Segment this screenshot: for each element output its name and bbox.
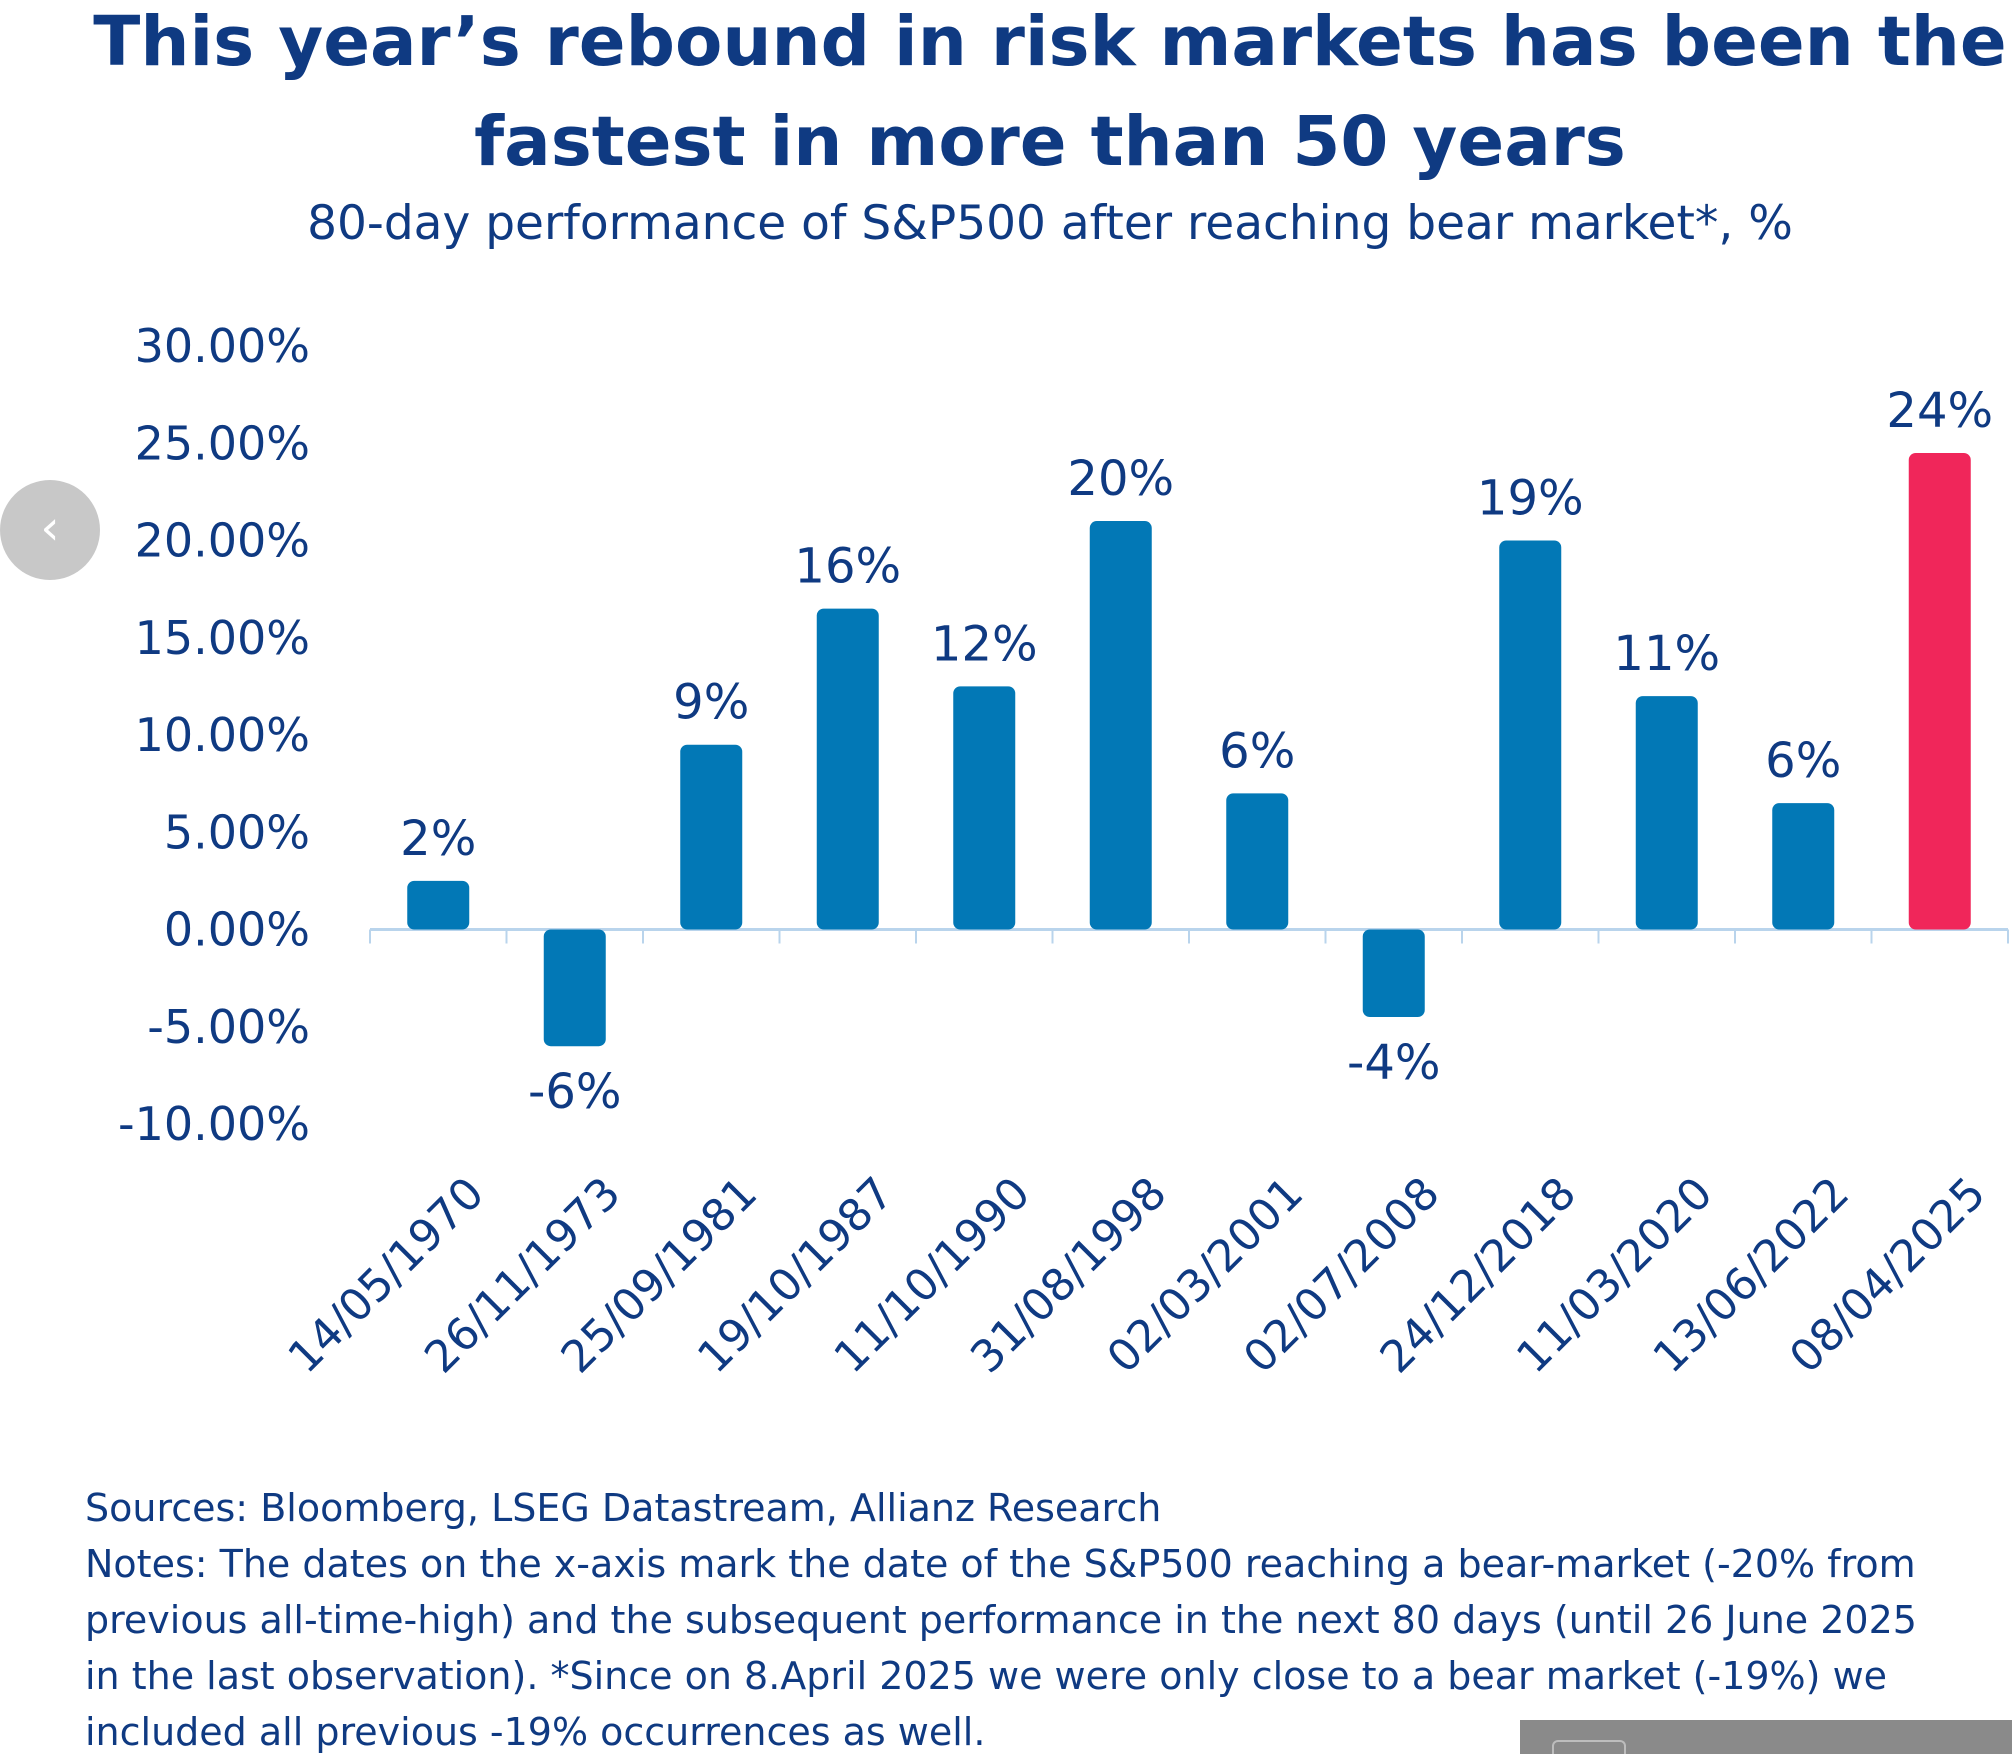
chart-title-line-2: fastest in more than 50 years	[474, 102, 1626, 182]
y-tick-label: 15.00%	[135, 611, 310, 665]
y-tick-label: -10.00%	[118, 1097, 310, 1151]
y-tick-label: -5.00%	[147, 1000, 310, 1054]
bar	[1499, 540, 1562, 930]
notes-line-1: Notes: The dates on the x-axis mark the …	[85, 1542, 1916, 1586]
bar	[1772, 803, 1835, 930]
bar-chart: 30.00% 25.00% 20.00% 15.00% 10.00% 5.00% 0.00%…	[118, 319, 2009, 1383]
chevron-left-icon: ‹	[40, 500, 60, 556]
data-label: 19%	[1477, 471, 1584, 527]
bar	[1089, 521, 1152, 930]
toolbar-tab[interactable]	[1552, 1740, 1626, 1754]
bar	[1635, 696, 1698, 930]
notes-line-4: included all previous -19% occurrences a…	[85, 1710, 986, 1754]
y-tick-label: 20.00%	[135, 514, 310, 568]
data-label: -6%	[528, 1064, 621, 1120]
bar	[1362, 929, 1425, 1018]
data-label: 11%	[1613, 626, 1720, 682]
data-label: 24%	[1886, 383, 1993, 439]
data-label: 16%	[794, 539, 901, 595]
data-label: 6%	[1219, 723, 1295, 779]
chart-title-line-1: This year’s rebound in risk markets has …	[93, 2, 2007, 82]
notes-line-2: previous all-time-high) and the subseque…	[85, 1598, 1917, 1642]
bar	[1908, 452, 1971, 930]
data-label: 2%	[400, 811, 476, 867]
y-tick-label: 25.00%	[135, 416, 310, 470]
bar	[680, 744, 743, 930]
y-tick-label: 5.00%	[164, 805, 310, 859]
chart-footer: Sources: Bloomberg, LSEG Datastream, All…	[85, 1480, 2005, 1754]
y-tick-label: 10.00%	[135, 708, 310, 762]
bar	[1226, 793, 1289, 930]
notes-line-3: in the last observation). *Since on 8.Ap…	[85, 1654, 1888, 1698]
chart-subtitle: 80-day performance of S&P500 after reach…	[307, 196, 1793, 251]
y-tick-label: 0.00%	[164, 903, 310, 957]
sources-note: Sources: Bloomberg, LSEG Datastream, All…	[85, 1486, 1162, 1530]
bar	[816, 608, 879, 930]
bar	[407, 880, 470, 930]
data-label: 9%	[673, 675, 749, 731]
data-label: 20%	[1067, 451, 1174, 507]
data-label: -4%	[1347, 1035, 1440, 1091]
data-label: 6%	[1765, 733, 1841, 789]
corner-toolbar	[1520, 1720, 2012, 1754]
previous-slide-button[interactable]: ‹	[0, 480, 100, 580]
bar	[953, 686, 1016, 930]
bar	[543, 929, 606, 1047]
y-tick-label: 30.00%	[135, 319, 310, 373]
data-label: 12%	[931, 616, 1038, 672]
